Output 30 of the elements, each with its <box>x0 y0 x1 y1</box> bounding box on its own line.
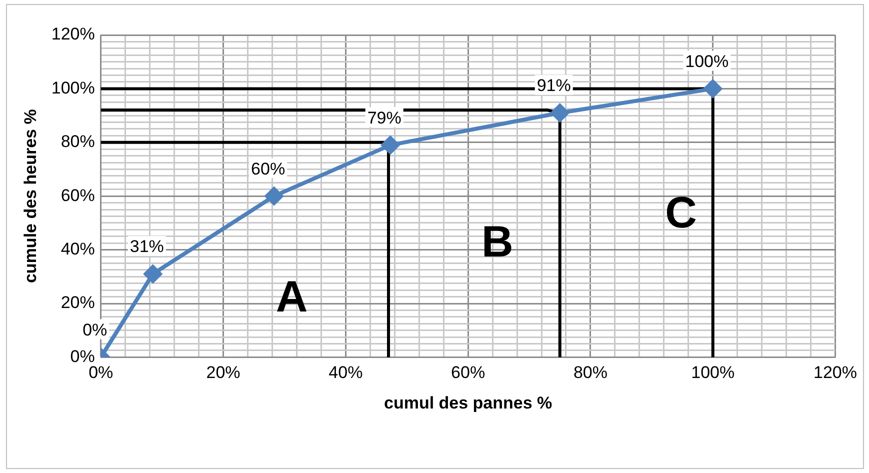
y-tick-label: 120% <box>51 24 95 44</box>
data-label: 0% <box>82 320 108 340</box>
annotation: A <box>276 272 308 322</box>
x-tick-label: 100% <box>691 363 735 382</box>
data-label: 60% <box>251 159 286 178</box>
data-label: 100% <box>685 52 729 71</box>
y-tick-label: 0% <box>70 346 95 366</box>
x-tick-label: 120% <box>814 363 857 382</box>
data-label: 91% <box>536 76 571 96</box>
x-tick-label: 80% <box>573 363 608 382</box>
point <box>550 104 569 122</box>
x-tick-label: 40% <box>328 363 363 382</box>
x-tick-label: 20% <box>206 363 240 382</box>
annotation: B <box>482 218 514 267</box>
x-tick-label: 0% <box>88 363 114 382</box>
point <box>381 136 400 154</box>
x-axis-title: cumul des pannes % <box>384 393 552 412</box>
y-tick-label: 80% <box>60 132 95 152</box>
y-tick-label: 20% <box>60 293 95 312</box>
y-tick-label: 100% <box>51 78 95 98</box>
data-label: 31% <box>130 237 164 256</box>
y-tick-label: 60% <box>60 186 95 205</box>
y-axis-title: cumule des heures % <box>20 109 40 284</box>
point <box>265 187 284 206</box>
point <box>704 80 722 98</box>
annotation: C <box>665 188 697 238</box>
point <box>144 264 162 283</box>
data-label: 79% <box>367 108 402 128</box>
y-tick-label: 40% <box>60 239 95 258</box>
x-tick-label: 60% <box>451 363 486 382</box>
